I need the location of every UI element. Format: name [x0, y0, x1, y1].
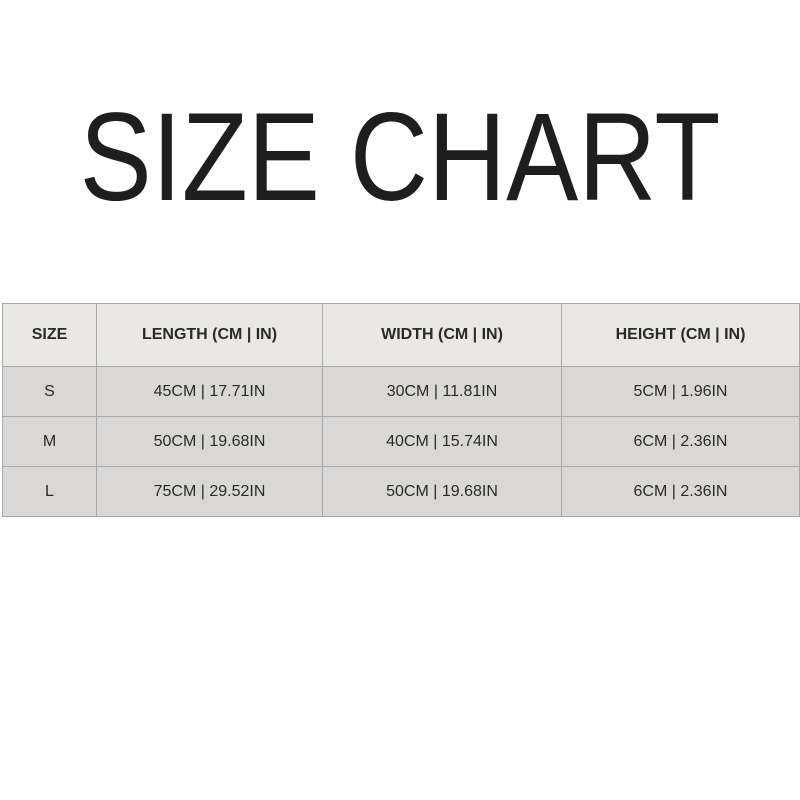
table-row: M 50CM | 19.68IN 40CM | 15.74IN 6CM | 2.… — [2, 416, 800, 467]
header-size: SIZE — [2, 303, 97, 367]
table-row: S 45CM | 17.71IN 30CM | 11.81IN 5CM | 1.… — [2, 366, 800, 417]
header-width: WIDTH (CM | IN) — [322, 303, 562, 367]
cell-height: 5CM | 1.96IN — [561, 366, 800, 417]
cell-size: M — [2, 416, 97, 467]
cell-size: S — [2, 366, 97, 417]
cell-length: 45CM | 17.71IN — [96, 366, 323, 417]
header-height: HEIGHT (CM | IN) — [561, 303, 800, 367]
table-header-row: SIZE LENGTH (CM | IN) WIDTH (CM | IN) HE… — [2, 303, 800, 367]
page-title: SIZE CHART — [79, 88, 721, 227]
cell-width: 50CM | 19.68IN — [322, 466, 562, 517]
cell-size: L — [2, 466, 97, 517]
cell-length: 75CM | 29.52IN — [96, 466, 323, 517]
table-row: L 75CM | 29.52IN 50CM | 19.68IN 6CM | 2.… — [2, 466, 800, 517]
header-length: LENGTH (CM | IN) — [96, 303, 323, 367]
cell-height: 6CM | 2.36IN — [561, 416, 800, 467]
cell-length: 50CM | 19.68IN — [96, 416, 323, 467]
cell-height: 6CM | 2.36IN — [561, 466, 800, 517]
cell-width: 40CM | 15.74IN — [322, 416, 562, 467]
cell-width: 30CM | 11.81IN — [322, 366, 562, 417]
size-chart-table: SIZE LENGTH (CM | IN) WIDTH (CM | IN) HE… — [2, 303, 800, 517]
